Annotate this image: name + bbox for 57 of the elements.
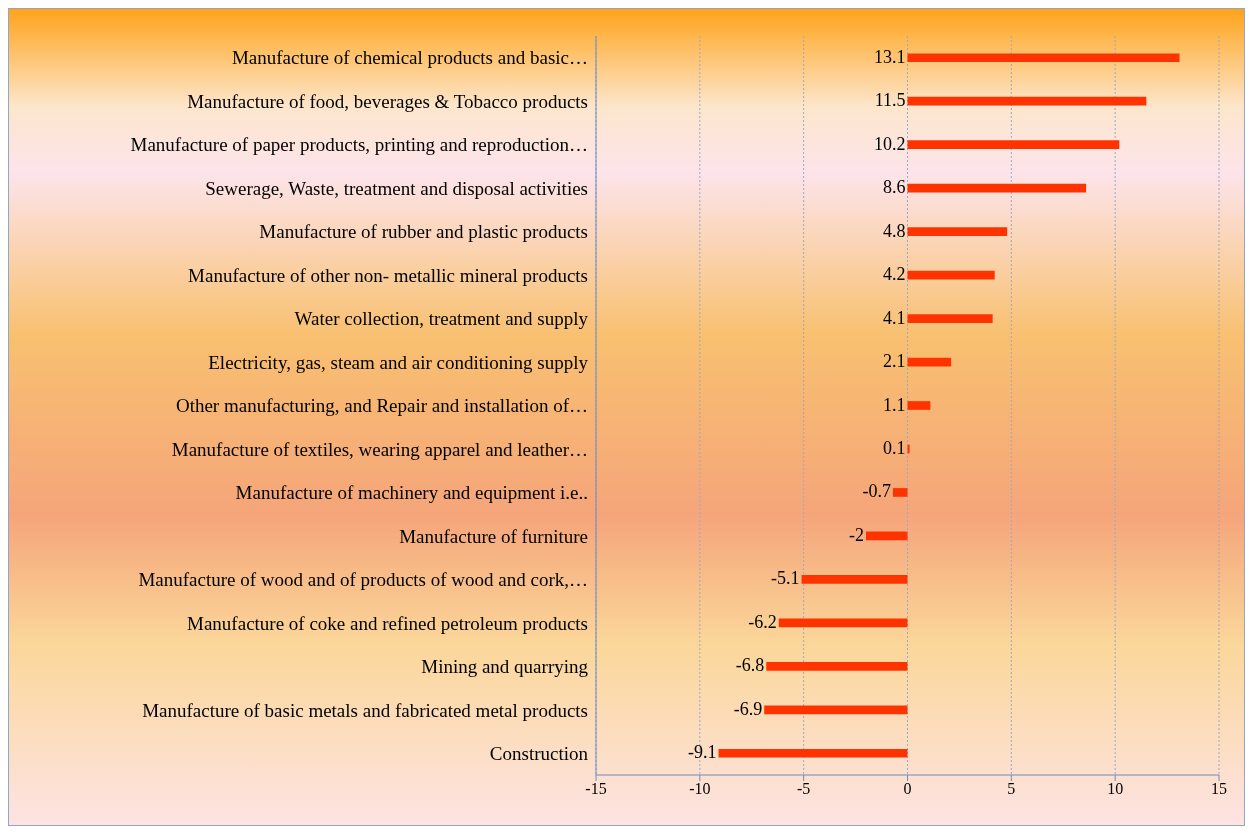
data-label: -6.9 bbox=[733, 698, 763, 719]
bar bbox=[801, 575, 908, 584]
bar bbox=[907, 314, 993, 323]
data-label: 0.1 bbox=[883, 437, 906, 458]
bar bbox=[865, 531, 908, 541]
y-tick-label: Manufacture of paper products, printing and reproduction… bbox=[130, 134, 588, 156]
data-label: 4.8 bbox=[883, 220, 906, 241]
y-tick-label: Other manufacturing, and Repair and installation of… bbox=[175, 395, 588, 417]
data-label: 2.1 bbox=[883, 351, 906, 372]
y-tick-label: Manufacture of food, beverages & Tobacco products bbox=[187, 90, 588, 112]
bar bbox=[764, 705, 908, 715]
data-label: -0.7 bbox=[862, 481, 891, 502]
bar bbox=[907, 183, 1087, 193]
x-tick-label: 10 bbox=[1107, 780, 1124, 798]
bar bbox=[718, 748, 908, 758]
y-tick-label: Manufacture of coke and refined petroleum products bbox=[187, 612, 588, 634]
y-tick-label: Manufacture of wood and of products of wood and cork,… bbox=[138, 569, 588, 591]
y-tick-label: Manufacture of machinery and equipment i.e.. bbox=[235, 482, 588, 504]
data-label: -5.1 bbox=[771, 568, 800, 589]
x-tick-label: 0 bbox=[903, 780, 912, 798]
y-tick-label: Manufacture of other non- metallic mineral products bbox=[188, 264, 588, 286]
x-tick-label: -15 bbox=[585, 780, 607, 798]
bar bbox=[907, 140, 1120, 150]
bar bbox=[907, 53, 1180, 63]
data-label: 4.1 bbox=[883, 307, 906, 328]
data-label: 11.5 bbox=[874, 90, 906, 111]
bar bbox=[907, 96, 1147, 106]
y-tick-label: Sewerage, Waste, treatment and disposal activities bbox=[205, 177, 588, 199]
x-tick-label: -10 bbox=[689, 780, 711, 798]
y-tick-label: Manufacture of rubber and plastic products bbox=[259, 221, 588, 243]
bar bbox=[766, 661, 908, 671]
data-label: 13.1 bbox=[874, 46, 906, 67]
data-label: 8.6 bbox=[883, 177, 906, 198]
data-label: 4.2 bbox=[883, 264, 906, 285]
y-tick-label: Manufacture of basic metals and fabricated metal products bbox=[142, 699, 588, 721]
bar bbox=[907, 401, 931, 410]
data-label: 10.2 bbox=[874, 133, 906, 154]
bar bbox=[907, 227, 1008, 236]
y-tick-label: Construction bbox=[489, 743, 589, 765]
y-tick-label: Water collection, treatment and supply bbox=[294, 308, 589, 330]
y-tick-label: Electricity, gas, steam and air conditioning supply bbox=[208, 351, 589, 373]
x-tick-label: 15 bbox=[1211, 780, 1227, 798]
y-tick-label: Manufacture of textiles, wearing apparel and leather… bbox=[171, 438, 588, 460]
x-tick-label: 5 bbox=[1007, 780, 1016, 798]
y-tick-label: Manufacture of chemical products and basic… bbox=[231, 47, 588, 69]
bar bbox=[778, 618, 908, 628]
bar bbox=[907, 357, 952, 367]
data-label: -9.1 bbox=[688, 742, 717, 763]
bar bbox=[892, 488, 908, 497]
bar bbox=[907, 270, 995, 280]
data-label: -2 bbox=[848, 524, 864, 545]
data-label: -6.2 bbox=[748, 611, 777, 632]
y-tick-label: Manufacture of furniture bbox=[399, 525, 588, 547]
y-tick-label: Mining and quarrying bbox=[421, 656, 589, 678]
data-label: -6.8 bbox=[735, 655, 765, 676]
data-label: 1.1 bbox=[883, 394, 906, 415]
x-tick-label: -5 bbox=[797, 780, 811, 798]
